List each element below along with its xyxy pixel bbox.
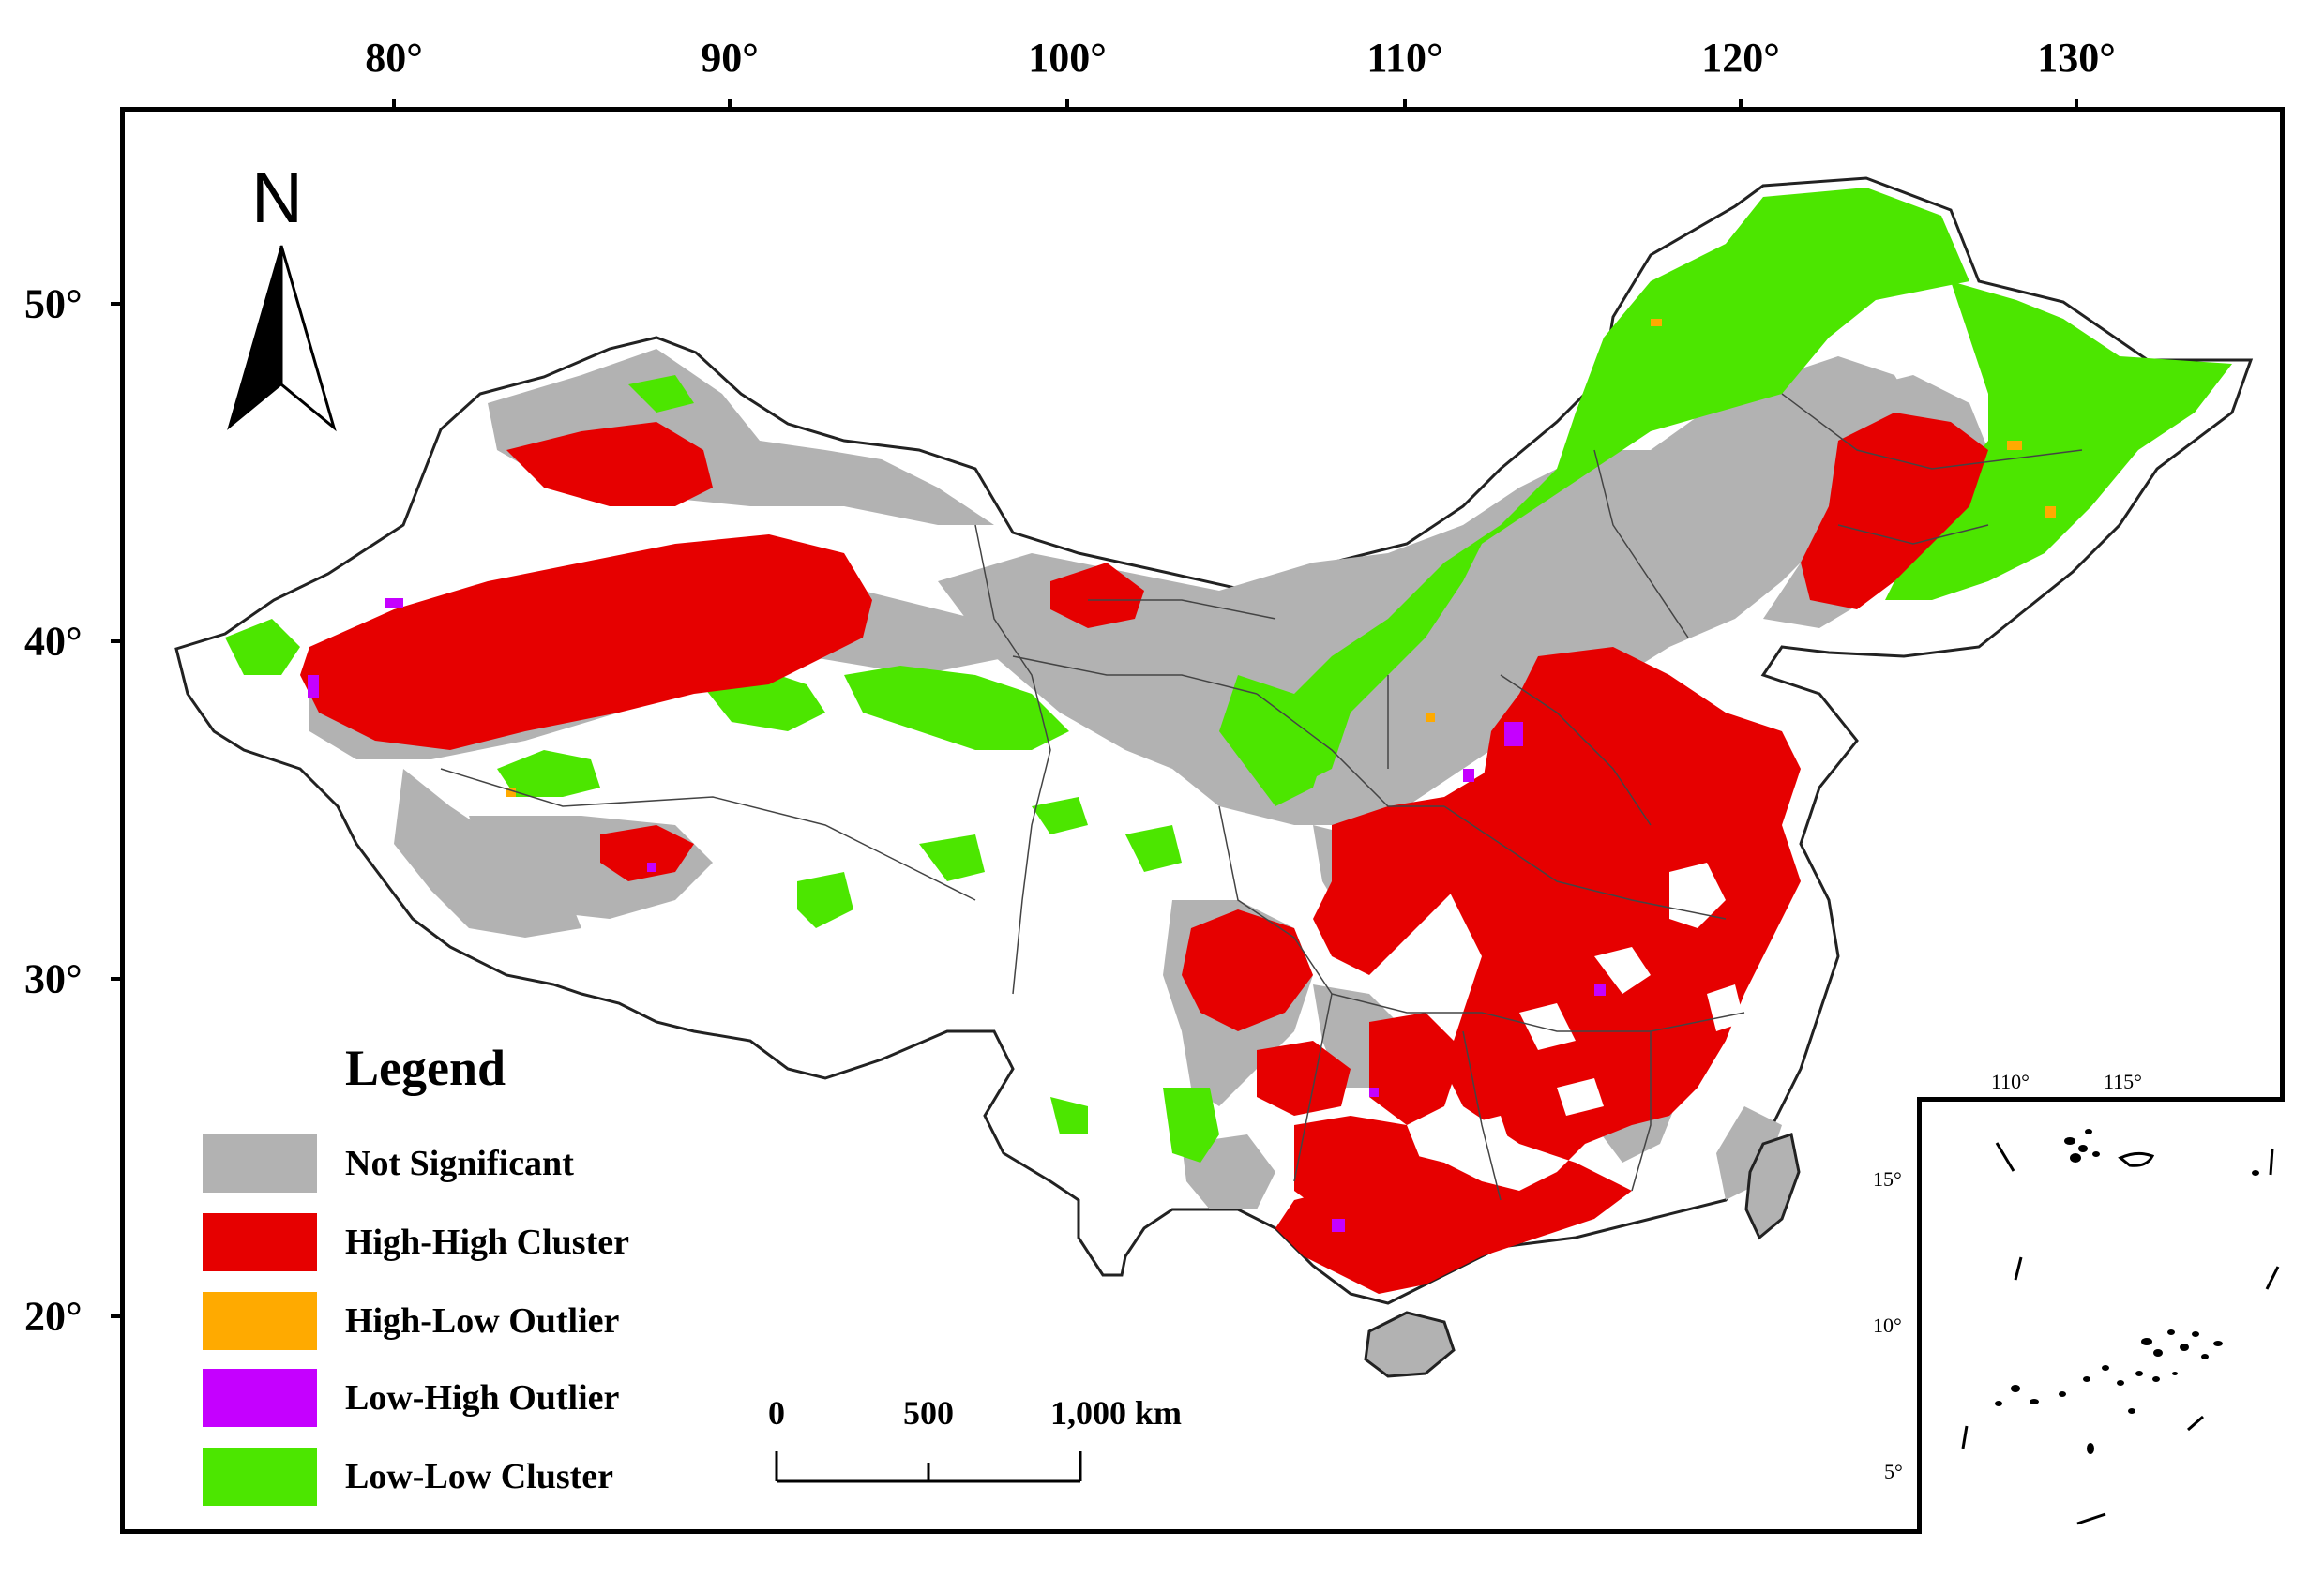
legend-swatch [203,1134,317,1193]
lat-label-50: 50° [24,280,83,327]
low-low-cluster-regions [225,188,2232,1369]
legend-swatch [203,1369,317,1427]
hainan-island [1364,1311,1456,1378]
scale-label-1000: 1,000 km [1049,1394,1183,1432]
inset-islands [1995,1129,2259,1454]
legend-swatch [203,1292,317,1350]
lon-label-100: 100° [1028,35,1107,81]
legend-swatch [203,1213,317,1271]
taiwan-island [1744,1133,1801,1240]
inset-lat-label-5: 5° [1884,1460,1903,1483]
inset-lat-label-10: 10° [1873,1314,1902,1337]
lat-label-30: 30° [24,955,83,1002]
inset-lat-label-15: 15° [1873,1167,1902,1191]
lon-label-90: 90° [701,35,759,81]
legend-item-high-high: High-High Cluster [203,1213,629,1271]
lon-label-80: 80° [365,35,423,81]
province-boundaries [440,393,2083,1201]
legend-item-low-high: Low-High Outlier [203,1369,619,1427]
lat-label-20: 20° [24,1293,83,1340]
scale-bar [775,1451,1082,1483]
legend-item-low-low: Low-Low Cluster [203,1448,613,1506]
legend-label: Not Significant [345,1144,574,1183]
legend-label: High-High Cluster [345,1223,629,1262]
south-china-sea-inset: 110° 115° 15° 10° 5° [1873,1070,2285,1534]
lat-label-40: 40° [24,618,83,665]
legend-label: High-Low Outlier [345,1301,620,1341]
inset-dash-lines [1961,1142,2280,1525]
lon-label-130: 130° [2037,35,2116,81]
inset-lon-label-110: 110° [1991,1070,2030,1093]
legend-title: Legend [345,1040,506,1096]
legend-label: Low-High Outlier [345,1378,620,1418]
lon-label-110: 110° [1366,35,1443,81]
scale-label-0: 0 [768,1394,785,1432]
legend-label: Low-Low Cluster [345,1457,614,1496]
lon-label-120: 120° [1701,35,1780,81]
inset-canvas [1961,1129,2280,1525]
legend-swatch [203,1448,317,1506]
low-high-outlier-marks [308,598,1606,1232]
inset-lon-label-115: 115° [2104,1070,2142,1093]
north-letter: N [251,158,303,238]
eastern-gaps [1463,863,1744,1153]
high-high-cluster-regions [300,413,1988,1294]
scale-label-500: 500 [903,1394,954,1432]
map-ticks [111,99,2078,1318]
high-low-outlier-marks [506,319,2056,797]
north-arrow-icon [227,245,337,432]
legend-item-high-low: High-Low Outlier [203,1292,619,1350]
legend-item-not-significant: Not Significant [203,1134,574,1193]
